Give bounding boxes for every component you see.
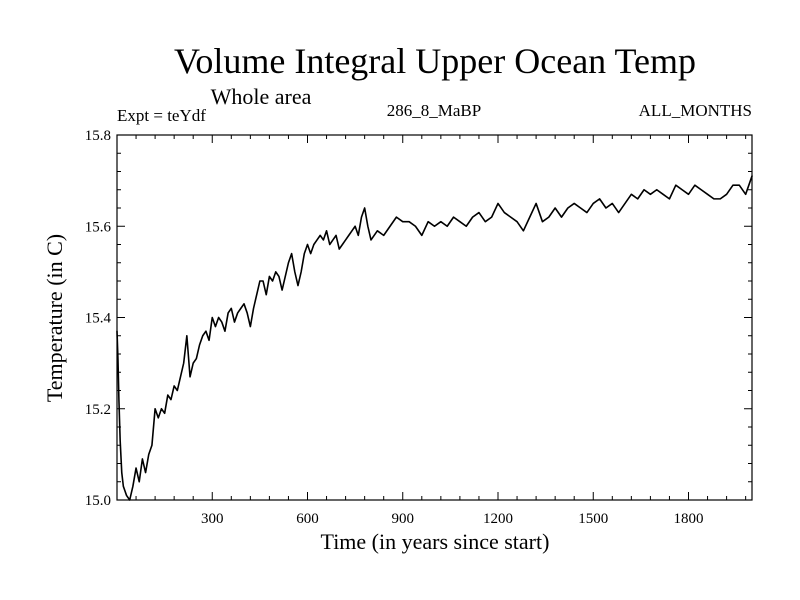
x-axis-label: Time (in years since start) (321, 529, 550, 554)
x-tick-label: 300 (201, 511, 224, 527)
y-tick-label: 15.6 (85, 219, 112, 235)
chart-title: Volume Integral Upper Ocean Temp (174, 41, 696, 81)
series-line (116, 175, 753, 501)
x-tick-label: 900 (392, 511, 415, 527)
y-tick-label: 15.0 (85, 493, 111, 509)
experiment-label: Expt = teYdf (117, 106, 206, 125)
x-tick-label: 1200 (483, 511, 513, 527)
y-tick-label: 15.4 (85, 311, 112, 327)
chart-subtitle: Whole area (211, 84, 312, 109)
run-label: 286_8_MaBP (387, 101, 481, 120)
y-axis-label: Temperature (in C) (42, 234, 67, 402)
y-tick-label: 15.2 (85, 402, 111, 418)
x-tick-label: 600 (296, 511, 319, 527)
y-tick-label: 15.8 (85, 128, 111, 144)
months-label: ALL_MONTHS (639, 101, 752, 120)
plot-area: 300 600 900 1200 1500 1800 15.0 15.2 15.4 15.6 15.… (85, 128, 753, 527)
x-tick-label: 1800 (674, 511, 704, 527)
x-tick-label: 1500 (578, 511, 608, 527)
